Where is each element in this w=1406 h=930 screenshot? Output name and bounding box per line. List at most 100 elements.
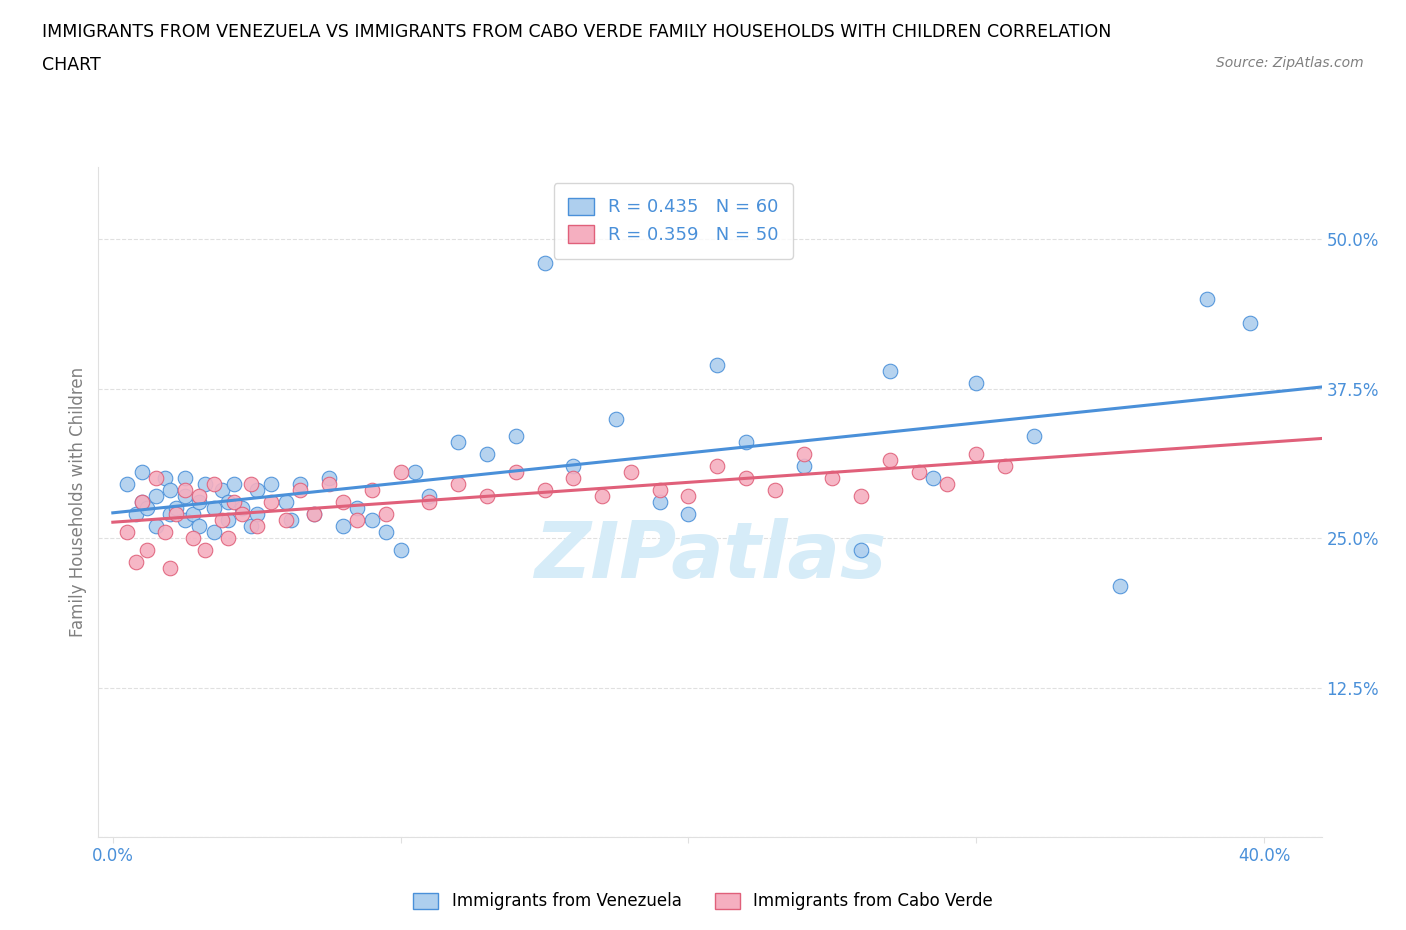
Point — [475, 489, 498, 504]
Point — [505, 429, 527, 444]
Point — [173, 489, 195, 504]
Point — [217, 512, 239, 527]
Point — [346, 512, 368, 527]
Point — [418, 495, 440, 510]
Point — [239, 519, 262, 534]
Point — [131, 495, 153, 510]
Point — [922, 471, 945, 485]
Point — [211, 483, 233, 498]
Point — [217, 531, 239, 546]
Point — [131, 495, 153, 510]
Point — [821, 471, 844, 485]
Point — [404, 465, 426, 480]
Point — [159, 483, 181, 498]
Text: IMMIGRANTS FROM VENEZUELA VS IMMIGRANTS FROM CABO VERDE FAMILY HOUSEHOLDS WITH C: IMMIGRANTS FROM VENEZUELA VS IMMIGRANTS … — [42, 23, 1112, 41]
Point — [389, 542, 412, 557]
Point — [115, 525, 138, 539]
Point — [533, 483, 555, 498]
Point — [136, 542, 159, 557]
Point — [879, 364, 901, 379]
Point — [260, 495, 283, 510]
Point — [173, 483, 195, 498]
Text: Source: ZipAtlas.com: Source: ZipAtlas.com — [1216, 56, 1364, 70]
Point — [706, 458, 728, 473]
Point — [136, 500, 159, 515]
Point — [304, 507, 326, 522]
Point — [159, 507, 181, 522]
Legend: Immigrants from Venezuela, Immigrants from Cabo Verde: Immigrants from Venezuela, Immigrants fr… — [406, 885, 1000, 917]
Point — [222, 495, 245, 510]
Point — [304, 507, 326, 522]
Point — [217, 495, 239, 510]
Point — [562, 458, 585, 473]
Point — [188, 495, 211, 510]
Point — [318, 477, 340, 492]
Point — [202, 525, 225, 539]
Point — [793, 447, 815, 462]
Point — [735, 435, 758, 450]
Point — [246, 483, 269, 498]
Point — [620, 465, 643, 480]
Point — [153, 471, 176, 485]
Point — [194, 477, 217, 492]
Point — [280, 512, 302, 527]
Point — [849, 542, 872, 557]
Point — [648, 495, 671, 510]
Y-axis label: Family Households with Children: Family Households with Children — [69, 367, 87, 637]
Point — [533, 256, 555, 271]
Point — [131, 465, 153, 480]
Point — [879, 453, 901, 468]
Point — [678, 489, 700, 504]
Point — [260, 477, 283, 492]
Point — [231, 507, 253, 522]
Point — [706, 357, 728, 372]
Point — [153, 525, 176, 539]
Point — [1195, 291, 1218, 306]
Point — [202, 500, 225, 515]
Point — [849, 489, 872, 504]
Point — [211, 512, 233, 527]
Point — [173, 471, 195, 485]
Point — [375, 525, 398, 539]
Point — [231, 500, 253, 515]
Point — [183, 507, 205, 522]
Point — [591, 489, 613, 504]
Point — [125, 554, 148, 569]
Point — [907, 465, 929, 480]
Point — [763, 483, 786, 498]
Point — [145, 471, 167, 485]
Point — [447, 477, 470, 492]
Point — [793, 458, 815, 473]
Point — [360, 483, 382, 498]
Point — [173, 512, 195, 527]
Point — [735, 471, 758, 485]
Point — [375, 507, 398, 522]
Point — [318, 471, 340, 485]
Point — [288, 477, 311, 492]
Point — [125, 507, 148, 522]
Point — [332, 495, 354, 510]
Point — [165, 507, 187, 522]
Point — [346, 500, 368, 515]
Point — [447, 435, 470, 450]
Point — [360, 512, 382, 527]
Point — [239, 477, 262, 492]
Point — [605, 411, 627, 426]
Point — [202, 477, 225, 492]
Point — [994, 458, 1017, 473]
Point — [475, 447, 498, 462]
Point — [418, 489, 440, 504]
Point — [188, 489, 211, 504]
Text: ZIPatlas: ZIPatlas — [534, 518, 886, 593]
Point — [159, 561, 181, 576]
Point — [222, 477, 245, 492]
Point — [246, 519, 269, 534]
Point — [562, 471, 585, 485]
Point — [274, 495, 297, 510]
Point — [246, 507, 269, 522]
Point — [188, 519, 211, 534]
Point — [145, 489, 167, 504]
Point — [648, 483, 671, 498]
Point — [274, 512, 297, 527]
Point — [505, 465, 527, 480]
